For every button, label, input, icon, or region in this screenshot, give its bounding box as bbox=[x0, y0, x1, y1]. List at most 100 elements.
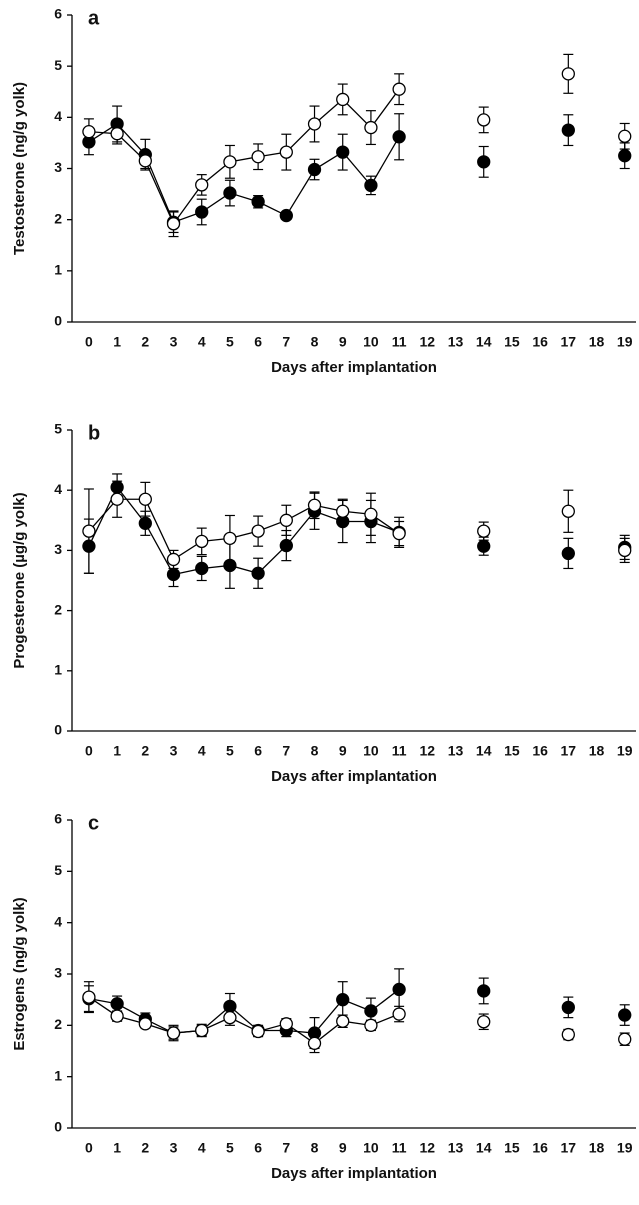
x-tick-label: 1 bbox=[113, 743, 121, 759]
y-tick-label: 5 bbox=[54, 57, 62, 73]
y-axis-label: Testosterone (ng/g yolk) bbox=[11, 82, 28, 255]
data-point bbox=[561, 1027, 575, 1042]
x-tick-label: 19 bbox=[617, 334, 633, 350]
x-tick-label: 15 bbox=[504, 334, 520, 350]
data-point bbox=[279, 513, 293, 527]
data-point bbox=[110, 1009, 124, 1023]
data-point bbox=[279, 538, 293, 553]
data-point bbox=[195, 534, 209, 549]
data-point bbox=[392, 982, 406, 997]
data-point bbox=[392, 130, 406, 144]
x-tick-label: 16 bbox=[532, 1140, 548, 1156]
x-tick-label: 16 bbox=[532, 743, 548, 759]
x-tick-label: 19 bbox=[617, 1140, 633, 1156]
y-tick-label: 6 bbox=[54, 811, 62, 827]
data-point bbox=[251, 524, 265, 538]
x-tick-label: 17 bbox=[561, 1140, 577, 1156]
data-point bbox=[618, 543, 632, 558]
x-tick-label: 10 bbox=[363, 1140, 379, 1156]
data-point bbox=[561, 67, 575, 81]
data-point bbox=[477, 155, 491, 169]
y-axis-label: Estrogens (ng/g yolk) bbox=[11, 897, 28, 1050]
data-point bbox=[364, 1004, 378, 1018]
x-tick-label: 9 bbox=[339, 1140, 347, 1156]
data-point bbox=[618, 1008, 632, 1022]
data-point bbox=[477, 524, 491, 538]
y-tick-label: 2 bbox=[54, 601, 62, 617]
x-tick-label: 8 bbox=[311, 334, 319, 350]
y-tick-label: 4 bbox=[54, 913, 62, 929]
y-tick-label: 0 bbox=[54, 1119, 62, 1135]
data-point bbox=[251, 150, 265, 164]
data-point bbox=[110, 480, 124, 494]
data-point bbox=[364, 120, 378, 135]
panel-label: a bbox=[88, 7, 100, 29]
data-point bbox=[166, 567, 181, 582]
data-point bbox=[195, 561, 209, 576]
x-tick-label: 15 bbox=[504, 743, 520, 759]
data-point bbox=[279, 208, 293, 223]
x-tick-label: 13 bbox=[448, 334, 464, 350]
x-tick-label: 8 bbox=[311, 1140, 319, 1156]
y-tick-label: 1 bbox=[54, 1067, 62, 1083]
x-tick-label: 2 bbox=[141, 334, 149, 350]
data-point bbox=[251, 195, 265, 209]
data-point bbox=[195, 178, 209, 192]
x-axis-label: Days after implantation bbox=[271, 359, 437, 376]
y-tick-label: 2 bbox=[54, 210, 62, 226]
data-point bbox=[307, 162, 322, 177]
x-tick-label: 5 bbox=[226, 334, 234, 350]
data-point bbox=[279, 145, 293, 159]
data-point bbox=[279, 1017, 293, 1031]
data-point bbox=[307, 117, 322, 131]
data-point bbox=[166, 552, 181, 567]
series-line bbox=[88, 498, 400, 561]
data-point bbox=[561, 123, 575, 137]
panel-label: b bbox=[88, 422, 100, 444]
x-tick-label: 13 bbox=[448, 1140, 464, 1156]
x-tick-label: 3 bbox=[170, 743, 178, 759]
data-point bbox=[138, 492, 152, 506]
data-point bbox=[138, 516, 152, 530]
x-tick-label: 18 bbox=[589, 743, 605, 759]
x-tick-label: 18 bbox=[589, 334, 605, 350]
data-point bbox=[82, 524, 96, 538]
x-tick-label: 18 bbox=[589, 1140, 605, 1156]
y-tick-label: 3 bbox=[54, 541, 62, 557]
data-point bbox=[307, 498, 322, 512]
x-tick-label: 9 bbox=[339, 743, 347, 759]
x-tick-label: 5 bbox=[226, 743, 234, 759]
data-point bbox=[138, 154, 152, 168]
x-tick-label: 3 bbox=[170, 1140, 178, 1156]
data-point bbox=[223, 558, 237, 573]
x-tick-label: 11 bbox=[392, 743, 407, 759]
x-tick-label: 17 bbox=[561, 743, 577, 759]
y-tick-label: 3 bbox=[54, 159, 62, 175]
x-tick-label: 7 bbox=[282, 1140, 290, 1156]
x-tick-label: 2 bbox=[141, 1140, 149, 1156]
x-tick-label: 10 bbox=[363, 334, 379, 350]
x-tick-label: 7 bbox=[282, 334, 290, 350]
x-tick-label: 12 bbox=[420, 743, 436, 759]
data-point bbox=[392, 1007, 406, 1021]
data-point bbox=[618, 129, 632, 143]
data-point bbox=[82, 539, 96, 553]
data-point bbox=[223, 1010, 237, 1025]
data-point bbox=[138, 1017, 152, 1031]
data-point bbox=[336, 92, 350, 107]
x-tick-label: 0 bbox=[85, 334, 93, 350]
data-point bbox=[392, 82, 406, 96]
y-tick-label: 5 bbox=[54, 421, 62, 437]
data-point bbox=[307, 1036, 322, 1050]
x-tick-label: 3 bbox=[170, 334, 178, 350]
data-point bbox=[477, 539, 491, 553]
data-point bbox=[477, 113, 491, 127]
data-point bbox=[223, 999, 237, 1013]
x-tick-label: 8 bbox=[311, 743, 319, 759]
data-point bbox=[336, 1014, 350, 1028]
x-tick-label: 1 bbox=[113, 334, 121, 350]
y-tick-label: 0 bbox=[54, 722, 62, 738]
data-point bbox=[364, 1018, 378, 1032]
series-line bbox=[88, 485, 400, 576]
x-tick-label: 14 bbox=[476, 743, 492, 759]
